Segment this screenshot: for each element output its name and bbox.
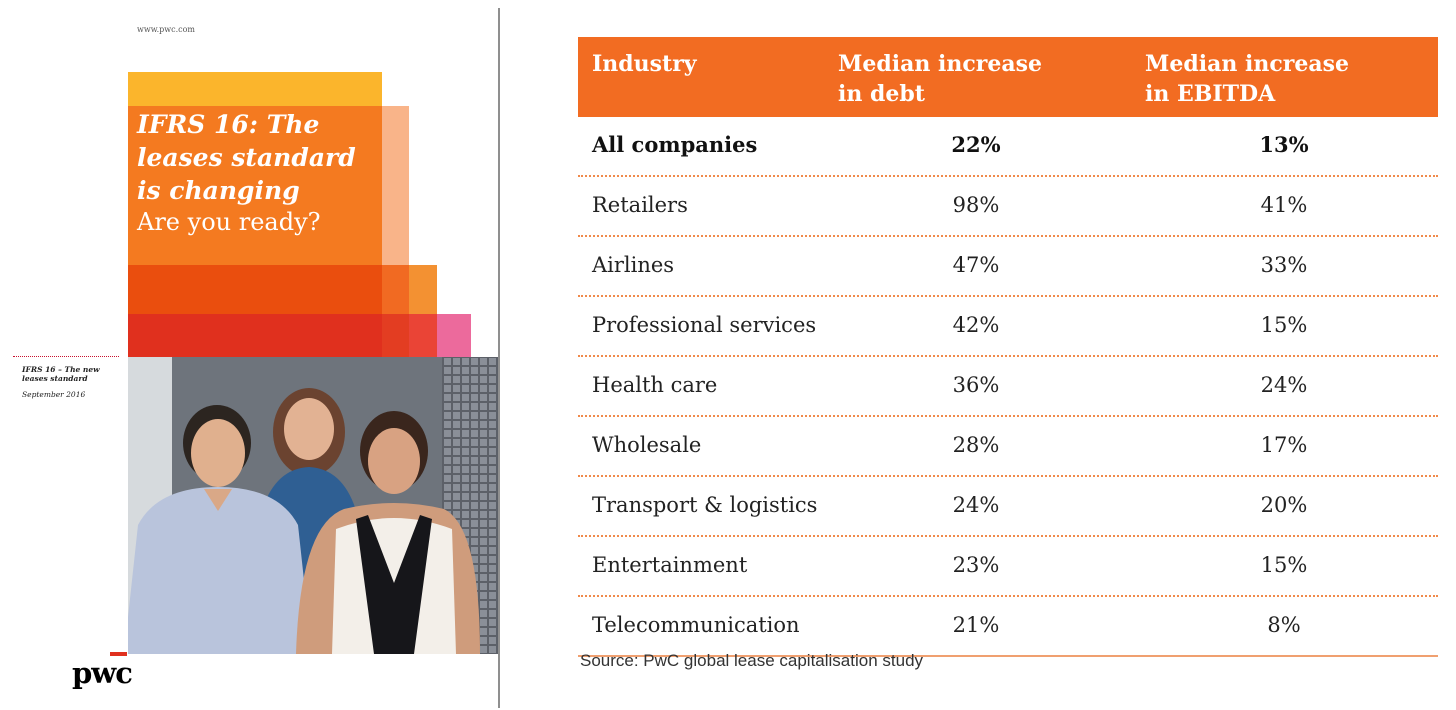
header-ebitda: Median increase in EBITDA — [1145, 49, 1349, 109]
table-row: Wholesale 28% 17% — [578, 417, 1438, 477]
cell-industry: Entertainment — [592, 553, 748, 577]
side-divider — [13, 356, 119, 357]
pwc-logo: pwc — [72, 652, 142, 694]
color-block-red-3 — [409, 314, 437, 357]
cell-debt: 42% — [952, 313, 1000, 337]
side-caption: IFRS 16 – The new leases standard Septem… — [22, 365, 122, 399]
cell-ebitda: 13% — [1259, 132, 1309, 157]
color-block-orange — [128, 106, 382, 265]
page-divider — [498, 8, 500, 708]
cover-subtitle: Are you ready? — [137, 208, 321, 236]
table-row: Retailers 98% 41% — [578, 177, 1438, 237]
cell-industry: All companies — [592, 132, 758, 157]
cell-ebitda: 20% — [1260, 493, 1308, 517]
color-block-red-2 — [382, 314, 409, 357]
header-debt: Median increase in debt — [838, 49, 1042, 109]
color-block-peach — [382, 106, 409, 265]
cover-title-line: is changing — [137, 176, 300, 205]
cell-industry: Retailers — [592, 193, 688, 217]
table-row: Telecommunication 21% 8% — [578, 597, 1438, 657]
cell-debt: 98% — [952, 193, 1000, 217]
cell-debt: 22% — [951, 132, 1001, 157]
logo-text: pwc — [72, 656, 133, 690]
cover-title-line: IFRS 16: The — [137, 110, 320, 139]
report-cover: www.pwc.com IFRS 16: The leases standard… — [0, 0, 498, 710]
cell-debt: 21% — [952, 613, 1000, 637]
lease-impact-table: Industry Median increase in debt Median … — [578, 37, 1438, 657]
color-block-dark-orange — [128, 265, 382, 314]
header-debt-line: in debt — [838, 81, 925, 107]
cell-industry: Wholesale — [592, 433, 702, 457]
table-row: Transport & logistics 24% 20% — [578, 477, 1438, 537]
table-row: All companies 22% 13% — [578, 117, 1438, 177]
cell-ebitda: 8% — [1267, 613, 1301, 637]
table-row: Entertainment 23% 15% — [578, 537, 1438, 597]
cell-ebitda: 15% — [1260, 313, 1308, 337]
cell-industry: Telecommunication — [592, 613, 800, 637]
website-url[interactable]: www.pwc.com — [137, 25, 196, 34]
cell-debt: 24% — [952, 493, 1000, 517]
table-row: Professional services 42% 15% — [578, 297, 1438, 357]
cover-photo — [128, 357, 498, 654]
cell-ebitda: 33% — [1260, 253, 1308, 277]
people-photo-illustration — [128, 357, 498, 654]
cell-ebitda: 17% — [1260, 433, 1308, 457]
color-block-yellow — [128, 72, 382, 106]
logo-mark — [110, 652, 127, 656]
cell-industry: Airlines — [592, 253, 675, 277]
cover-title-line: leases standard — [137, 143, 356, 172]
cell-industry: Health care — [592, 373, 718, 397]
table-header: Industry Median increase in debt Median … — [578, 37, 1438, 117]
header-ebitda-line: in EBITDA — [1145, 81, 1276, 107]
table-row: Health care 36% 24% — [578, 357, 1438, 417]
side-date: September 2016 — [22, 390, 86, 399]
source-note: Source: PwC global lease capitalisation … — [580, 651, 924, 670]
cell-industry: Professional services — [592, 313, 817, 337]
cell-debt: 47% — [952, 253, 1000, 277]
header-industry: Industry — [592, 51, 697, 77]
cell-industry: Transport & logistics — [592, 493, 818, 517]
header-debt-line: Median increase — [838, 51, 1042, 77]
color-block-orange-3 — [409, 265, 437, 314]
cell-debt: 36% — [952, 373, 1000, 397]
header-ebitda-line: Median increase — [1145, 51, 1349, 77]
color-block-red — [128, 314, 382, 357]
cell-ebitda: 15% — [1260, 553, 1308, 577]
cell-ebitda: 41% — [1260, 193, 1308, 217]
side-title: IFRS 16 – The new leases standard — [22, 365, 100, 383]
table-row: Airlines 47% 33% — [578, 237, 1438, 297]
cover-title: IFRS 16: The leases standard is changing — [137, 108, 377, 207]
color-block-orange-2 — [382, 265, 409, 314]
cell-debt: 23% — [952, 553, 1000, 577]
cell-debt: 28% — [952, 433, 1000, 457]
color-block-pink — [437, 314, 471, 357]
cell-ebitda: 24% — [1260, 373, 1308, 397]
